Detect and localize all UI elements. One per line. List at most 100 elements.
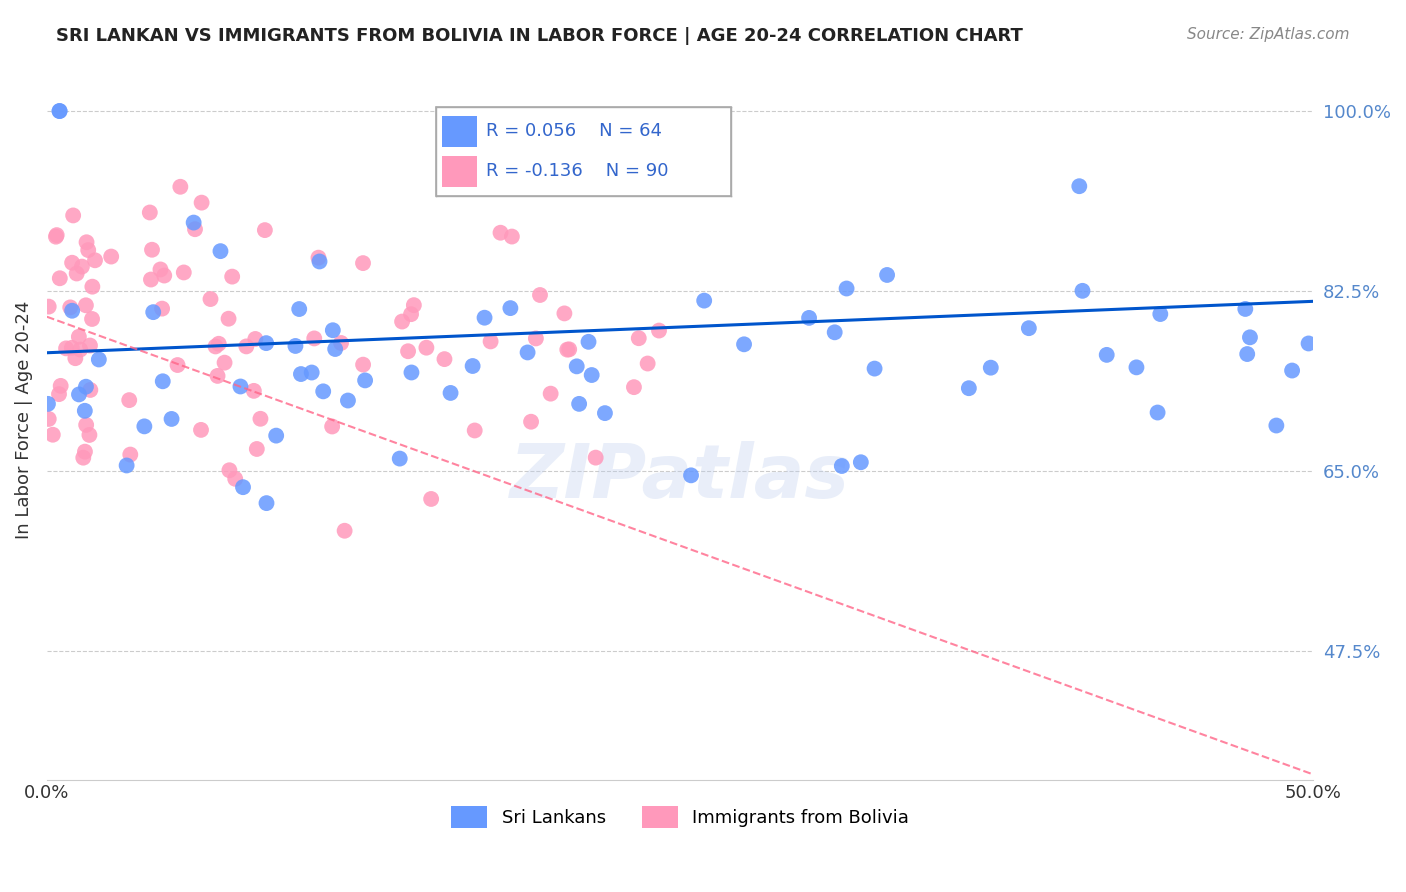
Point: [221, 269, 243, 284]
Point: [254, 336, 277, 351]
Point: [249, 411, 271, 425]
Point: [401, 366, 423, 380]
Point: [150, 301, 173, 316]
Point: [73, 444, 96, 458]
Point: [555, 343, 578, 357]
Point: [67, 330, 90, 344]
Point: [75, 417, 97, 432]
Point: [84, 253, 107, 268]
Point: [568, 397, 591, 411]
Point: [72, 450, 94, 465]
Point: [75, 380, 97, 394]
Point: [100, 250, 122, 264]
Point: [60, 341, 83, 355]
Point: [693, 293, 716, 308]
Point: [218, 311, 240, 326]
Point: [312, 384, 335, 399]
Point: [679, 468, 702, 483]
Point: [67, 387, 90, 401]
Point: [120, 448, 142, 462]
Point: [980, 360, 1002, 375]
Point: [336, 393, 359, 408]
Legend: Sri Lankans, Immigrants from Bolivia: Sri Lankans, Immigrants from Bolivia: [444, 799, 917, 836]
Point: [461, 359, 484, 373]
Point: [391, 314, 413, 328]
Point: [209, 244, 232, 259]
Point: [1340, 207, 1362, 221]
Point: [402, 298, 425, 312]
Point: [224, 472, 246, 486]
Point: [464, 424, 486, 438]
Point: [501, 229, 523, 244]
Point: [415, 341, 437, 355]
Point: [245, 332, 267, 346]
Point: [516, 345, 538, 359]
Point: [831, 458, 853, 473]
Bar: [441, 116, 477, 147]
Point: [849, 455, 872, 469]
Point: [45, 229, 67, 244]
Point: [60, 303, 83, 318]
Point: [49, 379, 72, 393]
Point: [246, 442, 269, 456]
Point: [214, 356, 236, 370]
Bar: [441, 156, 477, 187]
Point: [499, 301, 522, 315]
Point: [1236, 347, 1258, 361]
Point: [79, 338, 101, 352]
Point: [1281, 363, 1303, 377]
Point: [623, 380, 645, 394]
Point: [489, 226, 512, 240]
Point: [142, 305, 165, 319]
Point: [243, 384, 266, 398]
Text: R = -0.136    N = 90: R = -0.136 N = 90: [486, 162, 669, 180]
Point: [1149, 307, 1171, 321]
Point: [65, 351, 87, 366]
Point: [352, 358, 374, 372]
Point: [208, 336, 231, 351]
Point: [115, 458, 138, 473]
Point: [1146, 405, 1168, 419]
Point: [76, 235, 98, 250]
Point: [288, 301, 311, 316]
Point: [79, 383, 101, 397]
Point: [37, 397, 59, 411]
Point: [433, 352, 456, 367]
Point: [824, 326, 846, 340]
Point: [166, 358, 188, 372]
Point: [797, 310, 820, 325]
Point: [354, 373, 377, 387]
Point: [399, 307, 422, 321]
Point: [73, 404, 96, 418]
Point: [80, 312, 103, 326]
Point: [1071, 284, 1094, 298]
Point: [648, 324, 671, 338]
Point: [70, 260, 93, 274]
Point: [637, 357, 659, 371]
Point: [38, 300, 60, 314]
Text: ZIPatlas: ZIPatlas: [510, 441, 851, 514]
Point: [62, 209, 84, 223]
Point: [253, 223, 276, 237]
Point: [173, 265, 195, 279]
Point: [153, 268, 176, 283]
Point: [321, 419, 343, 434]
Point: [290, 367, 312, 381]
Point: [388, 451, 411, 466]
Text: SRI LANKAN VS IMMIGRANTS FROM BOLIVIA IN LABOR FORCE | AGE 20-24 CORRELATION CHA: SRI LANKAN VS IMMIGRANTS FROM BOLIVIA IN…: [56, 27, 1024, 45]
Point: [585, 450, 607, 465]
Point: [69, 343, 91, 357]
Point: [308, 251, 330, 265]
Point: [204, 339, 226, 353]
Point: [49, 271, 72, 285]
Point: [593, 406, 616, 420]
Point: [139, 205, 162, 219]
Point: [1069, 179, 1091, 194]
Y-axis label: In Labor Force | Age 20-24: In Labor Force | Age 20-24: [15, 301, 32, 539]
Point: [118, 393, 141, 408]
Point: [1018, 321, 1040, 335]
Point: [474, 310, 496, 325]
Point: [520, 415, 543, 429]
Point: [540, 386, 562, 401]
Point: [183, 216, 205, 230]
